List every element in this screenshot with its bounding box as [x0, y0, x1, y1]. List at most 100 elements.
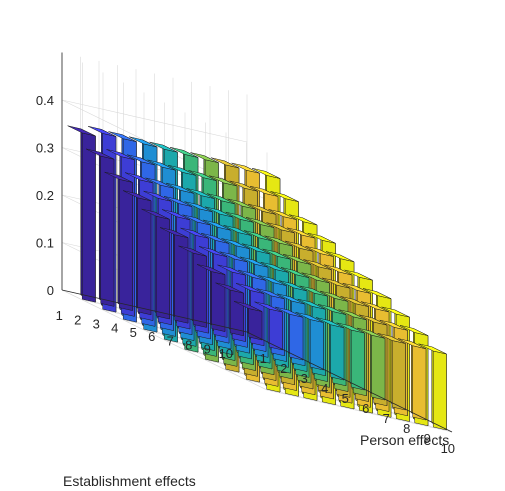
bar-face-top — [67, 125, 96, 137]
bar-face-top — [270, 191, 299, 202]
x-tick-label: 1 — [260, 351, 267, 366]
bar-face-top — [227, 198, 256, 210]
bar-face-top — [278, 280, 308, 292]
bar-face-top — [379, 319, 408, 331]
bar-face-top — [256, 288, 285, 300]
bar-face-side — [155, 215, 170, 320]
bar-face-side — [211, 271, 226, 332]
bar-face-top — [260, 261, 289, 273]
bar-face-side — [137, 197, 152, 316]
y-axis-label: Establishment effects — [63, 473, 196, 489]
bar — [418, 343, 447, 431]
bar — [397, 338, 427, 421]
bar-face-top — [286, 227, 316, 239]
bar-face-top — [243, 230, 273, 242]
y-tick-label: 5 — [130, 325, 137, 340]
bar-face-top — [399, 325, 429, 336]
bar-face-top — [200, 232, 230, 244]
bar-face-top — [233, 301, 263, 312]
bar — [159, 227, 189, 324]
bar-face-top — [297, 298, 326, 310]
bar-face-top — [274, 306, 304, 318]
bar — [85, 148, 115, 307]
bar-face-side — [330, 324, 345, 381]
bar-face-top — [251, 167, 281, 179]
bar — [254, 301, 283, 351]
bar-face-top — [186, 188, 215, 199]
bar-face-side — [289, 313, 304, 361]
bar — [233, 301, 263, 341]
bar-face-top — [159, 227, 189, 238]
bar-face-top — [315, 317, 345, 329]
bar-face-top — [239, 256, 269, 268]
bar-face-top — [237, 269, 267, 281]
bar-face-side — [432, 350, 447, 431]
bar-face-top — [161, 209, 191, 221]
bar-face-top — [143, 190, 172, 202]
bar-face-top — [208, 175, 238, 187]
y-tick-label: 9 — [204, 342, 211, 357]
bar-face-top — [262, 248, 291, 260]
bar-face-side — [118, 179, 133, 311]
bar-face-top — [340, 296, 369, 307]
bar-face-top — [108, 131, 137, 142]
bar-face-side — [248, 308, 263, 341]
bar-face-top — [344, 269, 373, 281]
z-tick-label: 0.3 — [36, 141, 54, 156]
bar-face-top — [381, 306, 410, 318]
y-tick-label: 8 — [185, 338, 192, 353]
bar-face-top — [377, 333, 406, 344]
x-tick-label: 7 — [383, 411, 390, 426]
bar-face-top — [182, 214, 211, 226]
bar-face-top — [247, 203, 277, 215]
z-tick-label: 0 — [47, 283, 54, 298]
bar-face-top — [397, 338, 427, 350]
bar-face-top — [336, 322, 365, 334]
bar-face-top — [356, 327, 386, 339]
bar-face-side — [350, 329, 365, 391]
x-axis-label: Person effects — [360, 432, 449, 448]
x-tick-label: 6 — [362, 401, 369, 416]
bar-face-top — [126, 154, 156, 166]
bar — [122, 190, 152, 316]
x-tick-label: 3 — [301, 371, 308, 386]
bar-face-top — [178, 245, 207, 257]
bar-face-top — [264, 235, 293, 247]
bar-face-top — [180, 227, 209, 239]
bar-face-top — [418, 343, 447, 355]
x-tick-label: 8 — [403, 421, 410, 436]
y-tick-label: 10 — [219, 346, 233, 361]
bar — [215, 282, 244, 337]
bar-face-top — [249, 185, 279, 197]
bar-face-top — [299, 285, 328, 297]
bar-face-top — [245, 217, 275, 228]
bar-face-top — [122, 190, 152, 202]
bar — [104, 171, 133, 311]
bar-face-top — [358, 314, 388, 326]
bar-face-top — [198, 246, 228, 257]
bar-face-side — [309, 319, 324, 371]
grid-line — [61, 289, 268, 391]
bar-face-top — [254, 301, 283, 313]
y-axis-line — [61, 289, 248, 333]
bar-face-top — [219, 251, 248, 263]
y-tick-label: 2 — [74, 312, 81, 327]
bar-face-top — [305, 246, 334, 257]
bar-face-top — [229, 180, 258, 192]
bar-face-top — [124, 172, 154, 184]
bar-face-top — [221, 238, 250, 249]
bar-face-top — [206, 193, 236, 205]
bar-face-top — [303, 259, 332, 270]
bar-face-top — [85, 148, 115, 160]
bar-face-side — [81, 132, 96, 303]
bar-face-top — [301, 272, 330, 284]
bar-face-side — [192, 252, 207, 328]
bar-face-side — [100, 155, 115, 307]
x-tick-label: 4 — [321, 381, 328, 396]
x-tick-label: 5 — [342, 391, 349, 406]
bar-face-top — [362, 288, 392, 299]
z-tick-label: 0.2 — [36, 188, 54, 203]
bar-face-top — [202, 219, 232, 231]
axes — [61, 52, 453, 433]
bar-face-top — [325, 251, 355, 263]
